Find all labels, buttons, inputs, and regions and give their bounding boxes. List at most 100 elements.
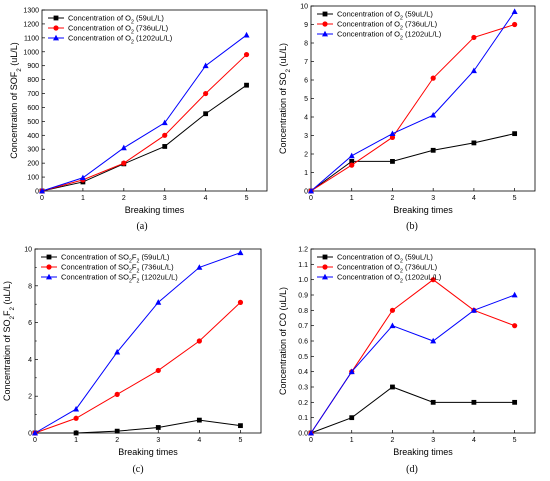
data-point xyxy=(390,384,395,390)
data-point xyxy=(244,82,249,88)
legend-entry: Concentration of O2 (59uL/L) xyxy=(68,14,164,26)
panel-caption: (a) xyxy=(136,221,147,232)
legend-marker xyxy=(322,264,328,270)
y-tick-label: 10 xyxy=(300,4,308,11)
y-tick-label: 1000 xyxy=(23,49,39,56)
legend-entry: Concentration of SO2F2 (59uL/L) xyxy=(61,253,170,265)
legend-marker xyxy=(46,273,52,280)
data-point xyxy=(196,338,202,344)
y-tick-label: 0.3 xyxy=(298,385,308,392)
data-point xyxy=(430,277,436,283)
series-line-1 xyxy=(310,386,515,434)
x-tick-label: 1 xyxy=(350,437,354,444)
data-point xyxy=(32,429,38,436)
data-point xyxy=(161,119,168,126)
x-tick-label: 3 xyxy=(163,195,167,202)
y-tick-label: 0 xyxy=(35,189,39,196)
x-axis-label: Breaking times xyxy=(393,205,453,215)
y-tick-label: 10 xyxy=(24,247,32,254)
data-point xyxy=(308,429,314,436)
y-tick-label: 4 xyxy=(28,357,32,364)
data-point xyxy=(470,67,477,74)
series-line-3 xyxy=(41,34,247,192)
x-tick-label: 2 xyxy=(391,195,395,202)
series-line-1 xyxy=(41,84,247,192)
x-tick-label: 2 xyxy=(122,195,126,202)
series-line-2 xyxy=(310,24,515,192)
legend-marker xyxy=(322,254,328,260)
x-tick-label: 4 xyxy=(472,437,476,444)
data-point xyxy=(470,307,477,313)
data-point xyxy=(114,428,120,434)
legend-entry: Concentration of SO2F2 (736uL/L) xyxy=(61,263,174,275)
panel-caption: (c) xyxy=(132,464,143,475)
y-tick-label: 8 xyxy=(304,41,308,48)
data-point xyxy=(39,187,45,194)
data-point xyxy=(512,21,518,28)
y-tick-label: 800 xyxy=(27,77,39,84)
x-tick-label: 4 xyxy=(472,195,476,202)
chart-panel-1: 0 100 200 300 400 500 600 700 800 900 1000 1100 1200… xyxy=(9,8,268,232)
series-line-1 xyxy=(35,419,241,434)
data-point xyxy=(430,111,437,118)
chart-panel-3: 0 2 4 6 8 10 0 1 2 3 4 5 Breaking times Concentration… xyxy=(2,247,262,475)
data-point xyxy=(348,152,355,159)
legend-marker xyxy=(322,30,328,37)
chart-panel-2: 0 1 2 3 4 5 6 7 8 9 10 0 1 2 3 4 5 Breaking times Concentr… xyxy=(278,4,536,232)
series-line-2 xyxy=(310,279,515,434)
y-tick-label: 1.1 xyxy=(298,262,308,269)
data-point xyxy=(121,160,127,166)
legend-entry: Concentration of SO2F2 (1202uL/L) xyxy=(61,273,178,285)
x-tick-label: 5 xyxy=(513,195,517,202)
y-tick-label: 1 xyxy=(304,170,308,177)
data-point xyxy=(114,391,120,397)
legend-entry: Concentration of O2 (59uL/L) xyxy=(337,253,433,265)
x-tick-label: 5 xyxy=(245,195,249,202)
legend-marker xyxy=(46,264,52,270)
x-tick-label: 3 xyxy=(156,437,160,444)
legend-marker xyxy=(46,254,52,260)
data-point xyxy=(512,131,518,137)
legend-marker xyxy=(322,273,328,280)
y-tick-label: 0.2 xyxy=(298,400,308,407)
x-tick-label: 3 xyxy=(431,437,435,444)
data-point xyxy=(349,415,355,421)
data-point xyxy=(155,367,161,374)
plot-frame xyxy=(41,9,268,192)
data-point xyxy=(348,368,355,375)
series-line-3 xyxy=(310,294,515,434)
legend-entry: Concentration of O2 (736uL/L) xyxy=(337,263,438,275)
data-point xyxy=(73,405,80,412)
data-point xyxy=(390,159,395,164)
data-point xyxy=(238,423,243,429)
legend-entry: Concentration of O2 (59uL/L) xyxy=(337,10,433,22)
series-line-3 xyxy=(310,11,516,192)
legend-entry: Concentration of O2 (1202uL/L) xyxy=(337,30,442,42)
y-tick-label: 5 xyxy=(304,96,308,103)
data-point xyxy=(73,415,79,421)
data-point xyxy=(79,174,86,181)
data-point xyxy=(389,307,396,313)
x-tick-label: 2 xyxy=(391,437,395,444)
x-tick-label: 1 xyxy=(81,195,85,202)
data-point xyxy=(162,132,168,138)
data-point xyxy=(511,8,518,14)
series-line-1 xyxy=(310,133,515,192)
y-tick-label: 600 xyxy=(27,105,39,112)
x-tick-label: 4 xyxy=(197,437,201,444)
y-tick-label: 2 xyxy=(28,394,32,401)
data-point xyxy=(203,90,209,97)
y-tick-label: 300 xyxy=(27,147,39,154)
data-point xyxy=(471,34,477,41)
data-point xyxy=(471,140,477,146)
y-tick-label: 700 xyxy=(27,91,39,98)
data-point xyxy=(512,399,518,405)
x-tick-label: 1 xyxy=(350,195,354,202)
data-point xyxy=(155,299,162,305)
y-tick-label: 1.2 xyxy=(298,247,308,254)
y-tick-label: 200 xyxy=(27,161,39,168)
y-tick-label: 0 xyxy=(304,189,308,196)
y-tick-label: 500 xyxy=(27,119,39,126)
y-axis-label: Concentration of SOF2 (uL/L) xyxy=(9,42,23,159)
x-axis-label: Breaking times xyxy=(125,205,185,215)
